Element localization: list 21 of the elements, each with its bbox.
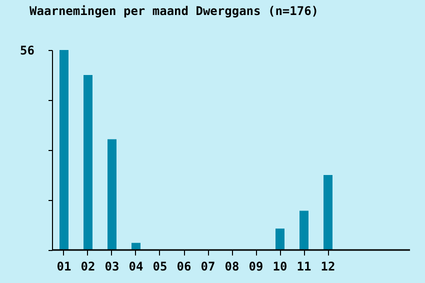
bar [108,139,116,250]
x-tick-label: 04 [128,260,144,274]
chart-title: Waarnemingen per maand Dwerggans (n=176) [30,4,319,18]
x-tick-label: 11 [296,260,312,274]
y-tick-label: 56 [20,44,34,58]
x-tick-label: 06 [176,260,192,274]
x-tick-label: 02 [80,260,96,274]
x-tick-label: 01 [56,260,72,274]
x-tick-label: 03 [104,260,120,274]
x-tick-label: 09 [248,260,264,274]
x-tick-label: 08 [224,260,240,274]
bar [84,75,92,250]
bar [324,175,332,250]
bar [60,50,68,250]
bar [132,242,140,250]
bar [300,210,308,250]
x-tick-label: 10 [272,260,288,274]
x-tick-label: 05 [152,260,168,274]
x-tick-label: 07 [200,260,216,274]
bar [276,228,284,250]
x-tick-label: 12 [320,260,336,274]
